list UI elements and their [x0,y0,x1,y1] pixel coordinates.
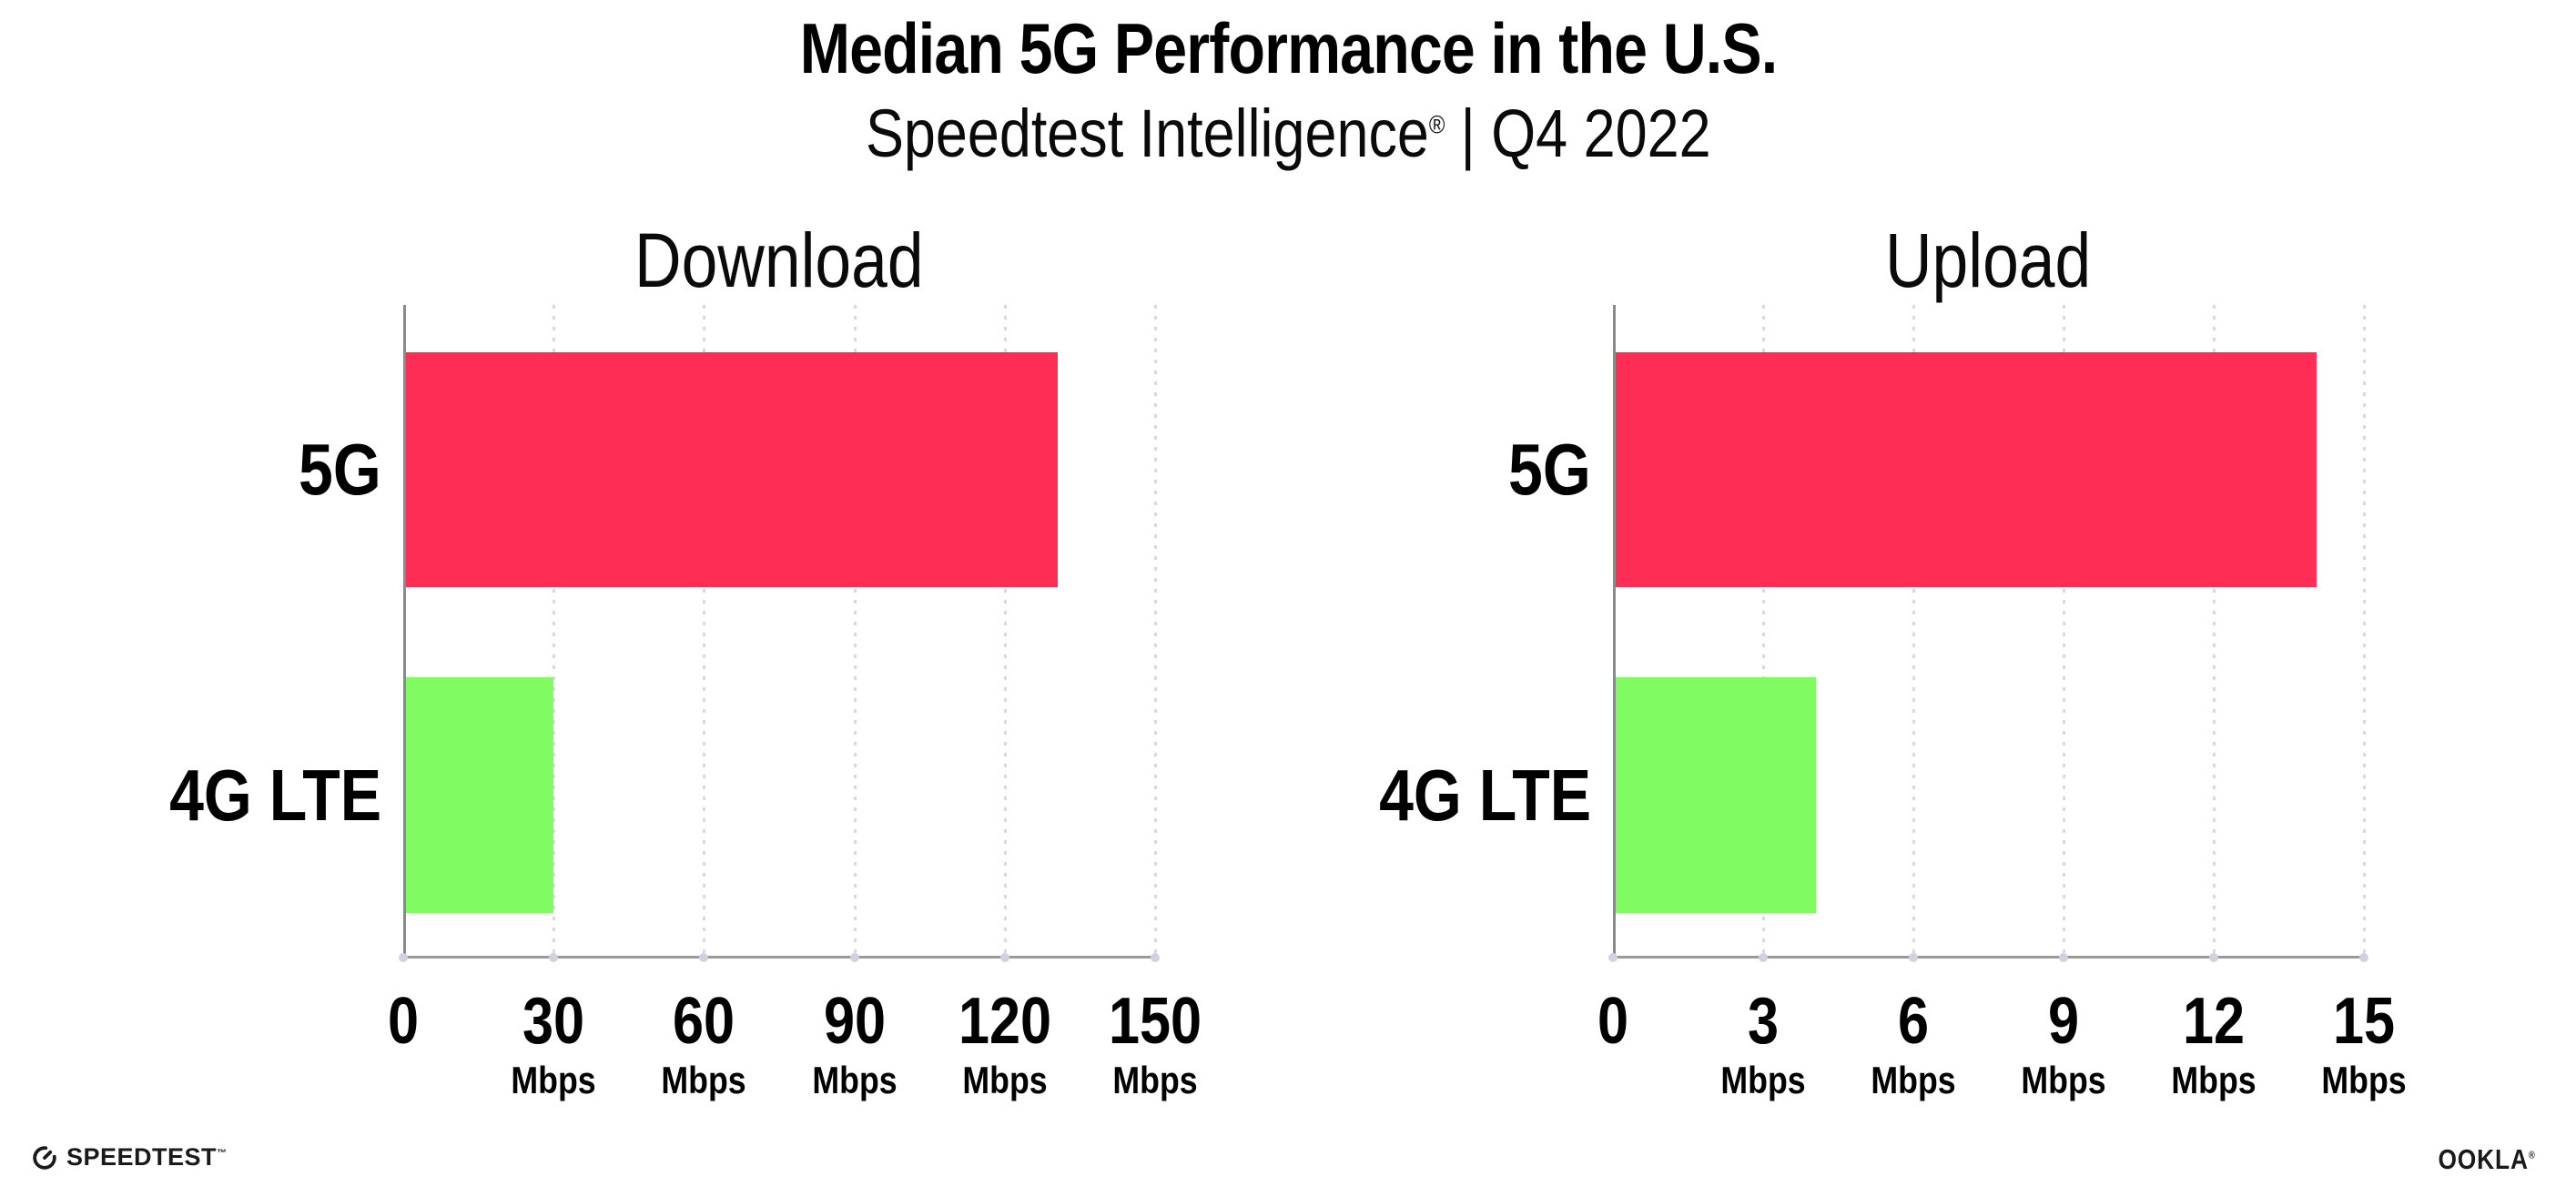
gridline-upload-3 [1762,305,1765,957]
upload-chart-title: Upload [1613,217,2364,305]
page-subtitle-text: Speedtest Intelligence® | Q4 2022 [866,95,1711,172]
bar-5g-download [406,352,1058,587]
bar-5g-upload [1616,352,2317,587]
x-tick-value: 0 [387,985,420,1058]
subtitle-period: | Q4 2022 [1460,96,1711,171]
tick-mark-download-30 [549,953,559,962]
download-chart-title-text: Download [634,218,924,303]
x-tick-unit: Mbps [2171,1059,2257,1101]
gridline-upload-9 [2063,305,2065,957]
gridline-download-90 [853,305,857,957]
download-y-axis-line [403,305,406,957]
speedtest-gauge-icon [33,1145,56,1170]
speedtest-wordmark: SPEEDTEST™ [66,1143,228,1172]
tick-mark-download-150 [1151,953,1160,962]
x-tick-value: 120 [958,985,1051,1058]
gridline-download-60 [703,305,706,957]
category-label-5g-download: 5G [299,429,381,510]
category-label-4g-lte-upload: 4G LTE [1379,755,1591,836]
x-tick-unit: Mbps [811,1059,898,1101]
tick-mark-upload-9 [2059,953,2068,962]
bar-4g-lte-download [406,677,554,913]
x-tick-unit: Mbps [1720,1059,1806,1101]
gridline-download-150 [1154,305,1157,957]
tick-mark-upload-0 [1608,953,1618,962]
page-subtitle: Speedtest Intelligence® | Q4 2022 [0,95,2576,172]
x-tick-value: 15 [2332,985,2396,1058]
speedtest-label: SPEEDTEST [66,1143,218,1171]
x-tick-unit: Mbps [962,1059,1048,1101]
x-tick-value: 3 [1747,985,1780,1058]
download-plot-area: 0 30 Mbps 60 Mbps 90 Mbps 120 Mbps 150 Mbps 5G 4G LT… [169,305,1202,1101]
x-tick-unit: Mbps [511,1059,596,1101]
category-label-5g-upload: 5G [1508,429,1591,510]
tick-mark-upload-3 [1759,953,1768,962]
gridline-upload-6 [1912,305,1915,957]
ookla-registered: ® [2528,1150,2536,1161]
tick-mark-download-60 [699,953,709,962]
x-tick-value: 90 [823,985,886,1058]
upload-chart: Upload 0 3 Mbps 6 Mbps 9 Mbps 12 Mbps 15 Mbps 5G 4G … [1379,218,2407,1101]
download-chart-title: Download [403,217,1155,305]
tick-mark-upload-6 [1909,953,1918,962]
upload-plot-area: 0 3 Mbps 6 Mbps 9 Mbps 12 Mbps 15 Mbps 5G 4G LTE [1379,305,2407,1101]
x-tick-unit: Mbps [2021,1059,2106,1101]
ookla-label: OOKLA [2438,1143,2529,1175]
download-chart: Download 0 30 Mbps 60 Mbps 90 Mbps 120 Mbps 150 Mb… [169,218,1202,1101]
x-tick-value: 0 [1597,985,1629,1058]
upload-x-axis-line [1613,956,2364,959]
x-tick-value: 60 [673,985,735,1058]
bar-4g-lte-upload [1616,677,1816,913]
x-tick-value: 9 [2047,985,2080,1058]
x-tick-unit: Mbps [2321,1059,2407,1101]
x-tick-unit: Mbps [661,1059,746,1101]
tick-mark-download-0 [399,953,408,962]
registered-mark: ® [1428,110,1445,139]
category-label-4g-lte-download: 4G LTE [169,755,381,836]
x-tick-unit: Mbps [1871,1059,1956,1101]
tick-mark-upload-15 [2359,953,2368,962]
x-tick-value: 150 [1108,985,1202,1058]
page-title-text: Median 5G Performance in the U.S. [799,8,1777,88]
tick-mark-download-120 [999,953,1009,962]
x-tick-value: 30 [522,985,585,1058]
page-title: Median 5G Performance in the U.S. [0,7,2576,90]
x-tick-value: 12 [2182,985,2246,1058]
upload-y-axis-line [1613,305,1616,957]
upload-chart-title-text: Upload [1885,218,2092,303]
ookla-wordmark: OOKLA® [2438,1143,2535,1176]
speedtest-logo: SPEEDTEST™ [31,1143,228,1172]
tick-mark-download-90 [849,953,859,962]
download-x-axis-line [403,956,1155,959]
subtitle-brand: Speedtest Intelligence [865,96,1429,171]
gridline-download-30 [553,305,556,957]
x-tick-unit: Mbps [1112,1059,1198,1101]
ookla-logo: OOKLA® [2429,1143,2544,1176]
gridline-upload-15 [2363,305,2366,957]
speedtest-trademark: ™ [217,1148,228,1159]
x-tick-value: 6 [1897,985,1930,1058]
gridline-download-120 [1003,305,1007,957]
gridline-upload-12 [2213,305,2216,957]
tick-mark-upload-12 [2209,953,2218,962]
